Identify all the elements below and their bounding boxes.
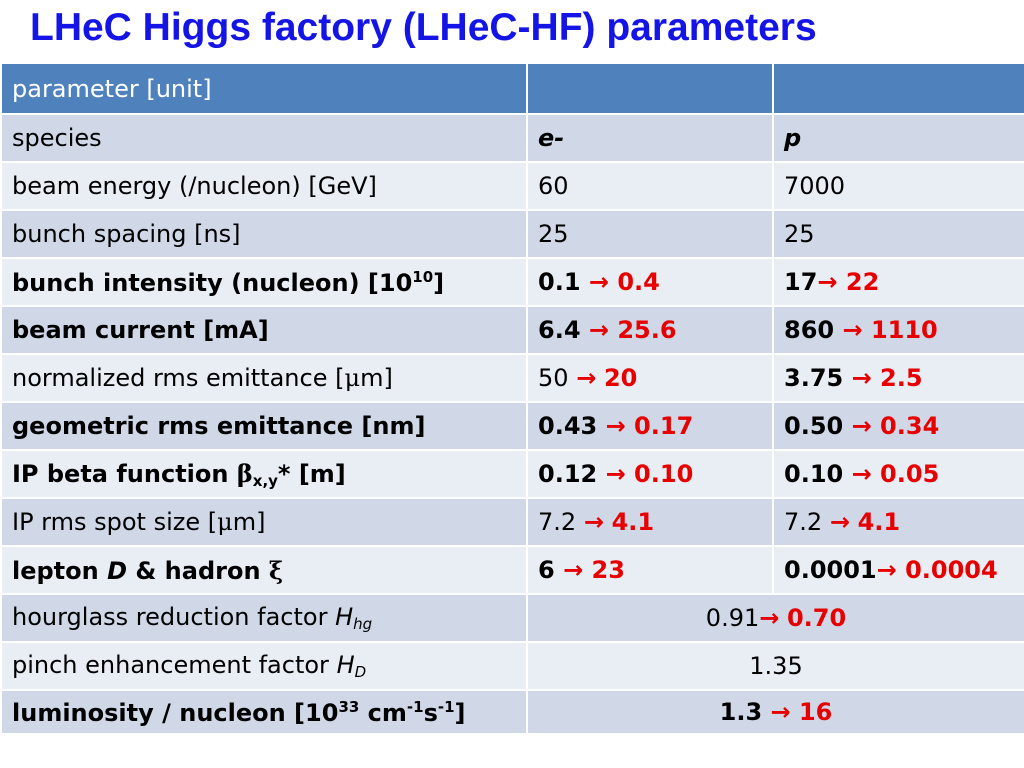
- combined-value: 1.35: [526, 641, 1024, 691]
- parameter-table: parameter [unit] species e- p beam energ…: [0, 62, 1024, 735]
- row-label: beam current [mA]: [0, 305, 528, 355]
- electron-value: e-: [526, 113, 774, 163]
- header-electron: [526, 62, 774, 115]
- header-parameter-unit: parameter [unit]: [0, 62, 528, 115]
- proton-value: 0.50 → 0.34: [772, 401, 1024, 451]
- proton-value: 25: [772, 209, 1024, 259]
- table-row: pinch enhancement factor HD 1.35: [0, 641, 1024, 691]
- electron-value: 60: [526, 161, 774, 211]
- electron-value: 0.12 → 0.10: [526, 449, 774, 499]
- header-proton: [772, 62, 1024, 115]
- row-label: lepton D & hadron ξ: [0, 545, 528, 595]
- table-row: luminosity / nucleon [1033 cm-1s-1] 1.3 …: [0, 689, 1024, 735]
- row-label: bunch intensity (nucleon) [1010]: [0, 257, 528, 307]
- table-row: hourglass reduction factor Hhg 0.91→ 0.7…: [0, 593, 1024, 643]
- table-row: IP beta function βx,y* [m] 0.12 → 0.10 0…: [0, 449, 1024, 499]
- proton-value: 17→ 22: [772, 257, 1024, 307]
- table-row: bunch intensity (nucleon) [1010] 0.1 → 0…: [0, 257, 1024, 307]
- table-row: IP rms spot size [μm] 7.2 → 4.1 7.2 → 4.…: [0, 497, 1024, 547]
- electron-value: 7.2 → 4.1: [526, 497, 774, 547]
- table-row: lepton D & hadron ξ 6 → 23 0.0001→ 0.000…: [0, 545, 1024, 595]
- row-label: IP beta function βx,y* [m]: [0, 449, 528, 499]
- table-row: beam current [mA] 6.4 → 25.6 860 → 1110: [0, 305, 1024, 355]
- table-header-row: parameter [unit]: [0, 62, 1024, 115]
- proton-value: 860 → 1110: [772, 305, 1024, 355]
- proton-value: p: [772, 113, 1024, 163]
- electron-value: 6.4 → 25.6: [526, 305, 774, 355]
- proton-value: 3.75 → 2.5: [772, 353, 1024, 403]
- table-row: beam energy (/nucleon) [GeV] 60 7000: [0, 161, 1024, 211]
- row-label: bunch spacing [ns]: [0, 209, 528, 259]
- electron-value: 0.43 → 0.17: [526, 401, 774, 451]
- table-row: species e- p: [0, 113, 1024, 163]
- proton-value: 7.2 → 4.1: [772, 497, 1024, 547]
- row-label: geometric rms emittance [nm]: [0, 401, 528, 451]
- row-label: luminosity / nucleon [1033 cm-1s-1]: [0, 689, 528, 735]
- proton-value: 0.0001→ 0.0004: [772, 545, 1024, 595]
- electron-value: 50 → 20: [526, 353, 774, 403]
- combined-value: 0.91→ 0.70: [526, 593, 1024, 643]
- proton-value: 0.10 → 0.05: [772, 449, 1024, 499]
- table-row: geometric rms emittance [nm] 0.43 → 0.17…: [0, 401, 1024, 451]
- slide-title: LHeC Higgs factory (LHeC-HF) parameters: [30, 6, 817, 49]
- electron-value: 25: [526, 209, 774, 259]
- row-label: pinch enhancement factor HD: [0, 641, 528, 691]
- table-row: bunch spacing [ns] 25 25: [0, 209, 1024, 259]
- electron-value: 6 → 23: [526, 545, 774, 595]
- table-row: normalized rms emittance [μm] 50 → 20 3.…: [0, 353, 1024, 403]
- row-label: IP rms spot size [μm]: [0, 497, 528, 547]
- combined-value: 1.3 → 16: [526, 689, 1024, 735]
- row-label: species: [0, 113, 528, 163]
- proton-value: 7000: [772, 161, 1024, 211]
- row-label: hourglass reduction factor Hhg: [0, 593, 528, 643]
- row-label: normalized rms emittance [μm]: [0, 353, 528, 403]
- electron-value: 0.1 → 0.4: [526, 257, 774, 307]
- row-label: beam energy (/nucleon) [GeV]: [0, 161, 528, 211]
